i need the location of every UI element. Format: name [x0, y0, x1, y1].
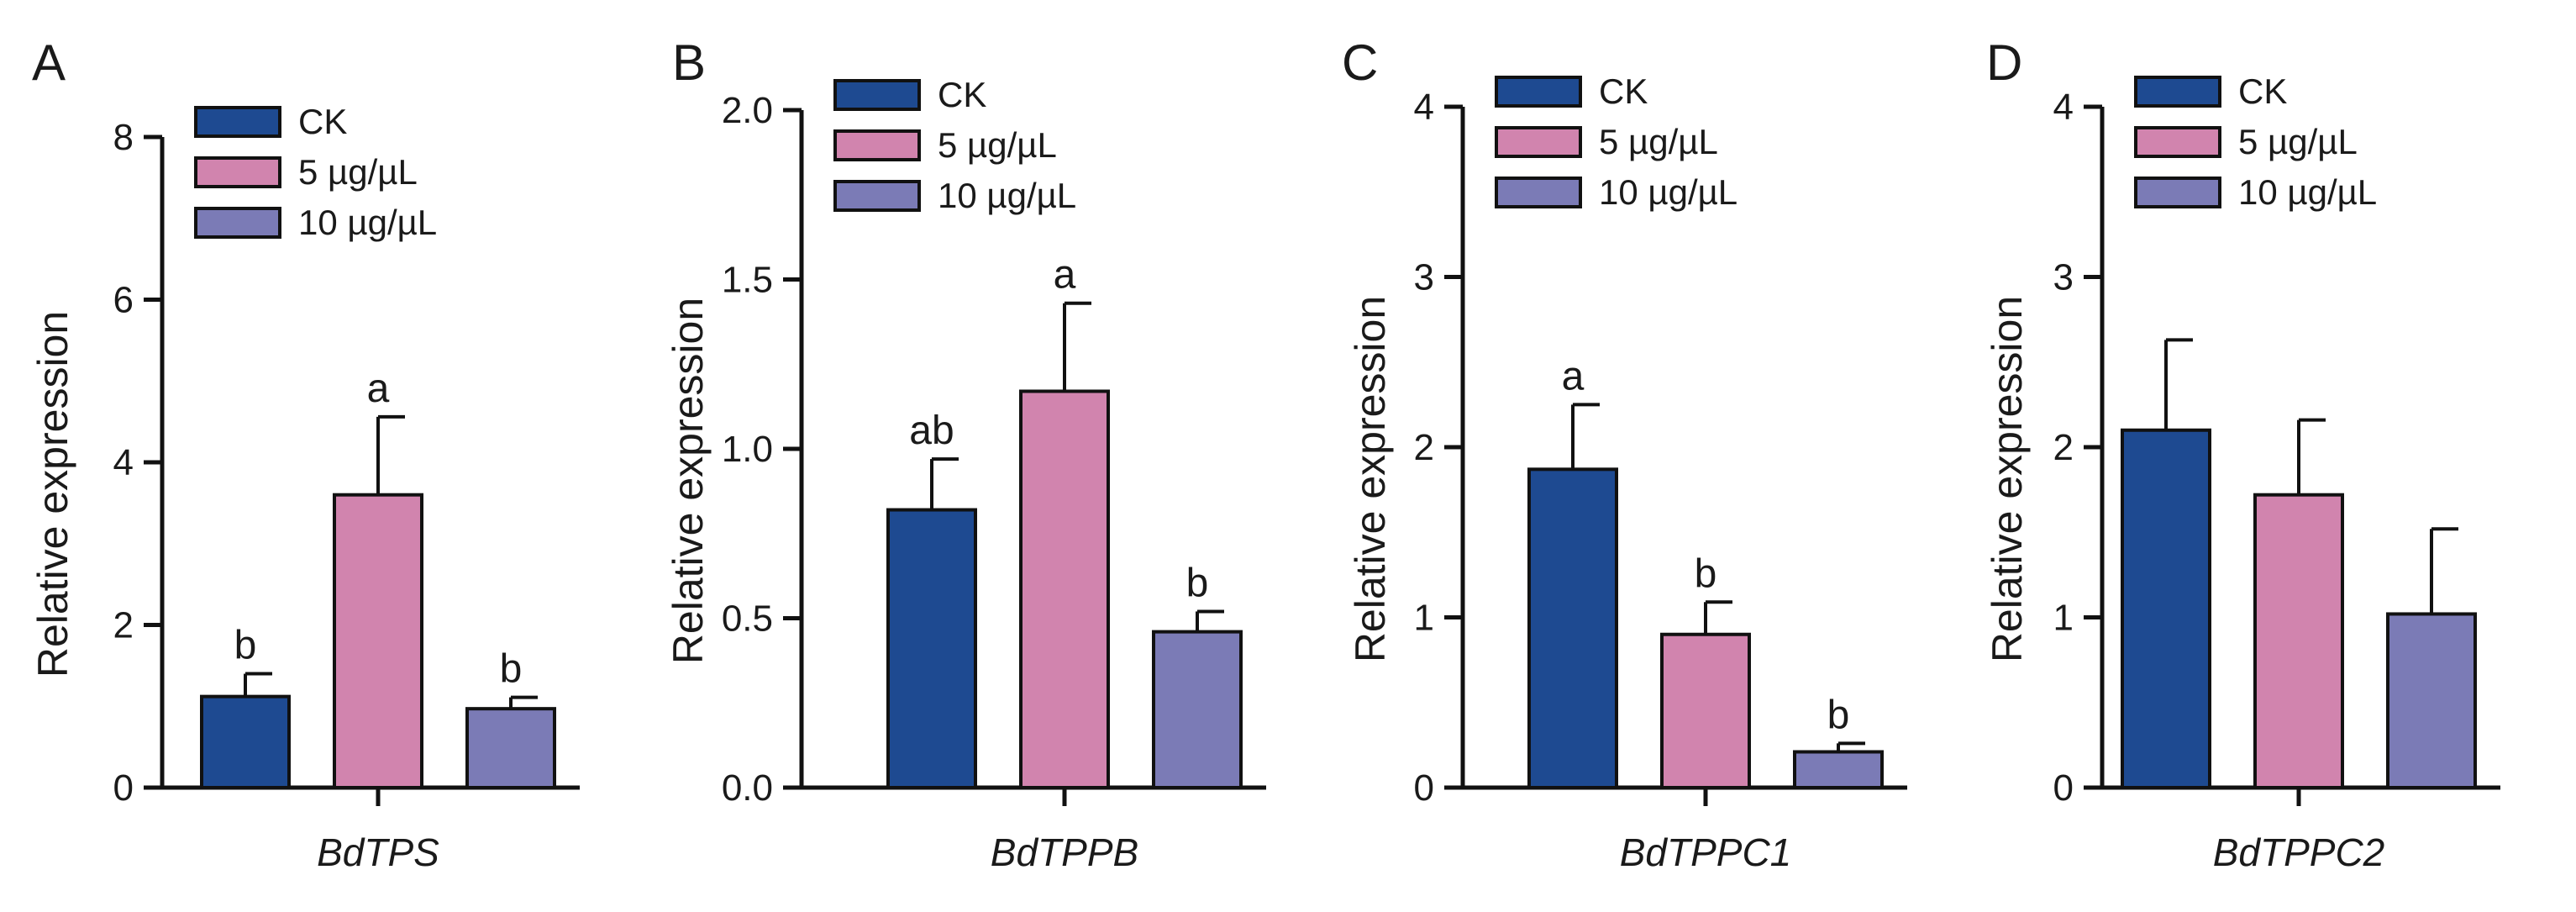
bar-10ugul [465, 707, 556, 790]
y-axis-label: Relative expression [1984, 296, 2031, 662]
significance-label: a [1054, 253, 1076, 298]
significance-label: ab [909, 409, 954, 453]
legend-label: 5 µg/µL [2238, 122, 2358, 161]
bar-10ugul [1152, 630, 1243, 789]
y-tick-label: 0.0 [722, 767, 773, 809]
y-tick-label: 1.5 [722, 260, 773, 301]
legend-swatch [1495, 76, 1582, 108]
x-axis-label: BdTPPB [991, 830, 1138, 874]
panel-a: A 0 2 4 6 8 Relative expression BdTPS b a b CK 5 µg/… [29, 34, 580, 874]
legend-swatch [1495, 126, 1582, 158]
bar-10ugul [1793, 750, 1884, 789]
panel-d: D 0 1 2 3 4 Relative expression BdTPPC2 CK 5 µg/µ… [1984, 34, 2500, 874]
legend-swatch [2134, 177, 2221, 208]
bar-ck [886, 508, 977, 789]
bar-ck [1527, 467, 1618, 789]
legend-label: 5 µg/µL [938, 125, 1057, 165]
y-tick-label: 2 [2053, 427, 2074, 468]
y-tick-label: 1 [1414, 598, 1434, 639]
legend-label: 10 µg/µL [1599, 172, 1737, 212]
legend-swatch [833, 79, 921, 111]
y-tick-label: 0 [2053, 767, 2074, 809]
legend-label: 10 µg/µL [938, 176, 1076, 215]
y-tick-label: 3 [2053, 257, 2074, 298]
panel-b: B 0.0 0.5 1.0 1.5 2.0 Relative expression BdTPP… [665, 34, 1266, 874]
significance-label: b [500, 647, 523, 692]
legend-swatch [833, 129, 921, 161]
y-tick-label: 4 [113, 442, 134, 483]
legend-swatch [194, 207, 281, 239]
legend-label: CK [938, 75, 986, 114]
panel-letter: A [32, 34, 66, 91]
y-axis-label: Relative expression [665, 298, 712, 664]
legend-label: CK [298, 102, 347, 141]
x-axis-label: BdTPS [317, 830, 439, 874]
y-tick-label: 6 [113, 280, 134, 321]
y-tick-label: 0 [113, 767, 134, 809]
legend-swatch [2134, 76, 2221, 108]
legend-swatch [194, 156, 281, 188]
y-tick-label: 1 [2053, 598, 2074, 639]
significance-label: a [1562, 354, 1585, 398]
y-tick-label: 2 [113, 605, 134, 646]
legend-swatch [194, 106, 281, 138]
bar-5ugul [1019, 389, 1110, 789]
significance-label: b [1186, 561, 1209, 605]
y-axis-label: Relative expression [1347, 296, 1394, 662]
x-axis-label: BdTPPC2 [2213, 830, 2385, 874]
y-tick-label: 1.0 [722, 429, 773, 470]
y-tick-label: 0 [1414, 767, 1434, 809]
y-tick-label: 8 [113, 117, 134, 158]
legend-label: CK [2238, 71, 2287, 111]
panel-letter: B [672, 34, 706, 91]
legend-label: 5 µg/µL [1599, 122, 1718, 161]
y-tick-label: 2 [1414, 427, 1434, 468]
legend-label: 10 µg/µL [298, 203, 437, 242]
panel-letter: C [1342, 34, 1378, 91]
y-axis-label: Relative expression [29, 311, 76, 677]
bar-5ugul [333, 493, 423, 789]
bar-5ugul [2253, 493, 2344, 789]
bar-ck [200, 694, 291, 790]
panel-c: C 0 1 2 3 4 Relative expression BdTPPC1 a b b CK 5 µ… [1342, 34, 1907, 874]
y-tick-label: 2.0 [722, 90, 773, 131]
x-axis-label: BdTPPC1 [1620, 830, 1792, 874]
significance-label: b [1827, 693, 1850, 737]
panel-letter: D [1986, 34, 2022, 91]
significance-label: b [1695, 551, 1717, 596]
significance-label: a [367, 366, 390, 411]
legend-swatch [1495, 177, 1582, 208]
significance-label: b [234, 624, 257, 668]
bar-10ugul [2386, 612, 2477, 790]
y-tick-label: 4 [2053, 87, 2074, 128]
legend-label: 5 µg/µL [298, 152, 418, 192]
bar-ck [2121, 428, 2211, 789]
y-tick-label: 4 [1414, 87, 1434, 128]
legend-label: CK [1599, 71, 1648, 111]
legend-swatch [2134, 126, 2221, 158]
y-tick-label: 3 [1414, 257, 1434, 298]
legend-swatch [833, 180, 921, 212]
bar-5ugul [1660, 632, 1751, 789]
legend-label: 10 µg/µL [2238, 172, 2377, 212]
y-tick-label: 0.5 [722, 598, 773, 640]
